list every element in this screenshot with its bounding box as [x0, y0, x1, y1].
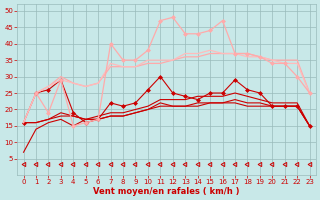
X-axis label: Vent moyen/en rafales ( km/h ): Vent moyen/en rafales ( km/h )	[93, 187, 240, 196]
